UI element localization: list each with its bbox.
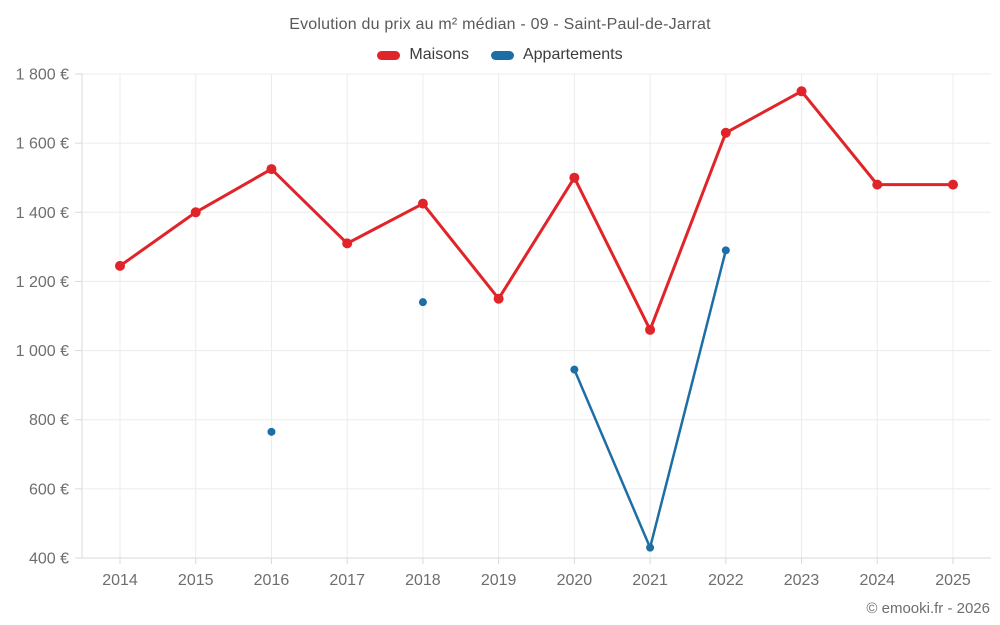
x-tick-label: 2021 [632,572,668,589]
y-tick-label: 600 € [29,481,69,498]
data-point[interactable] [190,207,201,218]
legend-item-maisons[interactable]: Maisons [377,46,469,64]
data-point[interactable] [266,164,277,175]
x-tick-label: 2014 [102,572,138,589]
data-point[interactable] [720,127,731,138]
series-appartements [267,246,730,552]
y-tick-label: 1 000 € [16,343,69,360]
axes [75,73,991,564]
y-tick-label: 400 € [29,551,69,568]
y-tick-label: 1 800 € [16,67,69,84]
data-point[interactable] [569,172,580,183]
data-point[interactable] [721,246,730,255]
legend-item-appartements[interactable]: Appartements [490,46,623,64]
x-tick-label: 2018 [405,572,441,589]
data-point[interactable] [115,260,125,271]
data-point[interactable] [872,179,883,190]
appartements-legend-marker-icon [490,50,514,60]
x-tick-label: 2024 [859,572,895,589]
axis-labels: 400 € 600 € 800 € 1 000 € 1 200 € 1 400 € 1 60… [16,67,971,590]
x-tick-label: 2016 [254,572,290,589]
gridlines [82,73,991,559]
data-point[interactable] [570,365,579,374]
data-point[interactable] [645,324,656,335]
y-tick-label: 1 400 € [16,205,69,222]
x-tick-label: 2019 [481,572,517,589]
data-point[interactable] [796,86,807,97]
data-point[interactable] [493,293,504,304]
x-tick-label: 2015 [178,572,214,589]
x-tick-label: 2022 [708,572,744,589]
data-point[interactable] [948,179,958,190]
chart-legend: Maisons Appartements [0,46,1000,64]
y-tick-label: 1 200 € [16,274,69,291]
maisons-legend-marker-icon [377,50,401,60]
legend-label-maisons: Maisons [409,46,469,63]
series-maisons [115,86,958,335]
x-tick-label: 2017 [329,572,365,589]
data-point[interactable] [417,198,428,209]
y-tick-label: 800 € [29,412,69,429]
x-tick-label: 2020 [557,572,593,589]
x-tick-label: 2025 [935,572,971,589]
data-point[interactable] [342,238,353,249]
chart-title: Evolution du prix au m² médian - 09 - Sa… [289,16,711,33]
x-tick-label: 2023 [784,572,820,589]
data-point[interactable] [418,298,427,307]
legend-label-appartements: Appartements [522,46,623,63]
copyright-text: © emooki.fr - 2026 [866,600,990,617]
y-tick-label: 1 600 € [16,136,69,153]
data-point[interactable] [646,543,655,552]
data-point[interactable] [267,427,276,436]
